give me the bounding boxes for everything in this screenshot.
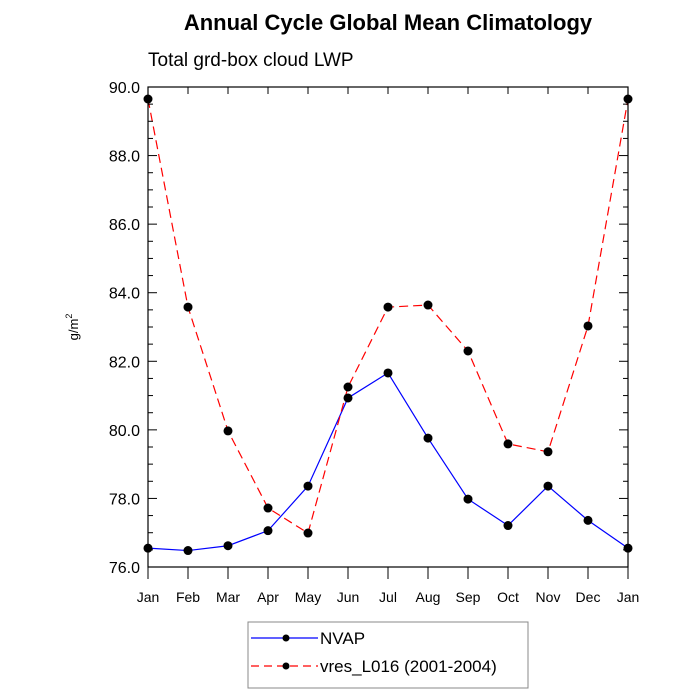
y-tick-label: 80.0 — [109, 423, 140, 440]
x-tick-label: Mar — [216, 589, 240, 605]
data-point-nvap — [383, 368, 393, 378]
x-tick-label: Jun — [337, 589, 360, 605]
legend-label-vres: vres_L016 (2001-2004) — [320, 657, 497, 676]
chart-title: Annual Cycle Global Mean Climatology — [184, 10, 593, 35]
data-point-vres — [343, 382, 353, 392]
data-point-vres — [543, 447, 553, 457]
y-tick-label: 82.0 — [109, 354, 140, 371]
axes-layer: 76.0 78.0 80.0 82.0 84.0 86.0 88.0 90.0 Jan Feb Ma… — [109, 80, 639, 605]
data-point-nvap — [463, 494, 473, 504]
x-tick-label: May — [295, 589, 321, 605]
x-tick-label: Nov — [536, 589, 561, 605]
data-point-nvap — [543, 481, 553, 491]
data-point-vres — [263, 503, 273, 513]
series-line-vres — [147, 98, 629, 534]
legend-box — [247, 621, 529, 689]
svg-text:g/m2: g/m2 — [64, 314, 81, 341]
data-point-nvap — [343, 393, 353, 403]
chart-subtitle: Total grd-box cloud LWP — [148, 50, 354, 71]
data-point-vres — [463, 346, 473, 356]
data-point-vres — [583, 321, 593, 331]
x-tick-label: Dec — [576, 589, 601, 605]
y-tick-label: 90.0 — [109, 80, 140, 97]
data-point-vres — [423, 300, 433, 310]
data-point-nvap — [583, 515, 593, 525]
y-axis-label-superscript: 2 — [64, 314, 74, 319]
data-point-nvap — [263, 526, 273, 536]
x-tick-label: Sep — [456, 589, 481, 605]
x-tick-label: Jan — [137, 589, 160, 605]
y-tick-label: 84.0 — [109, 286, 140, 303]
y-tick-label: 78.0 — [109, 491, 140, 508]
data-point-vres — [503, 439, 513, 449]
data-point-nvap — [223, 541, 233, 551]
data-point-nvap — [183, 546, 193, 556]
legend-marker-nvap — [282, 634, 290, 642]
y-axis-label: g/m2 — [64, 314, 81, 341]
plot-frame — [147, 86, 629, 568]
legend-label-nvap: NVAP — [320, 629, 365, 648]
y-axis-label-unit: g/m — [66, 319, 81, 341]
data-point-vres — [183, 302, 193, 312]
x-tick-label: Jan — [617, 589, 640, 605]
data-point-nvap — [503, 521, 513, 531]
series-layer — [143, 94, 633, 556]
x-tick-label: Jul — [379, 589, 397, 605]
data-point-nvap — [423, 433, 433, 443]
y-tick-label: 86.0 — [109, 217, 140, 234]
legend: NVAP vres_L016 (2001-2004) — [247, 621, 529, 689]
data-point-vres — [383, 302, 393, 312]
data-point-vres — [303, 528, 313, 538]
x-tick-label: Apr — [257, 589, 279, 605]
data-point-nvap — [303, 481, 313, 491]
x-tick-label: Feb — [176, 589, 200, 605]
x-tick-label: Aug — [416, 589, 441, 605]
x-tick-label: Oct — [497, 589, 519, 605]
data-point-vres — [223, 426, 233, 436]
y-tick-label: 76.0 — [109, 560, 140, 577]
y-tick-label: 88.0 — [109, 149, 140, 166]
legend-marker-vres — [282, 662, 290, 670]
series-line-nvap — [147, 372, 629, 552]
